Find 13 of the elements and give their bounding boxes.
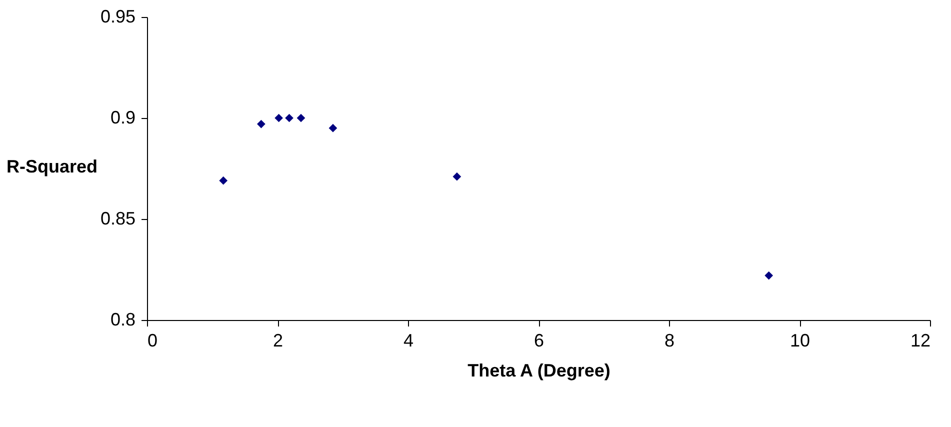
y-tick-label: 0.85 — [100, 208, 136, 228]
x-tick-label: 4 — [403, 330, 414, 350]
x-tick-label: 0 — [148, 330, 158, 350]
x-tick-label: 12 — [910, 330, 930, 350]
y-tick-label: 0.8 — [110, 310, 136, 330]
x-tick-label: 6 — [534, 330, 544, 350]
y-axis-title: R-Squared — [6, 156, 98, 176]
y-tick-label: 0.95 — [100, 6, 136, 26]
x-tick-label: 10 — [790, 330, 810, 350]
x-tick-label: 8 — [664, 330, 675, 350]
x-tick-label: 2 — [272, 330, 284, 350]
x-axis-title: Theta A (Degree) — [468, 360, 610, 380]
y-tick-label: 0.9 — [110, 108, 136, 128]
